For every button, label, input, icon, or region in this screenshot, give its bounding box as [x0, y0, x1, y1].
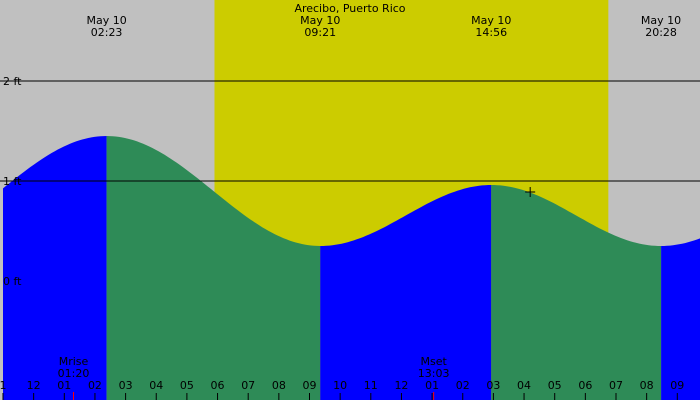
hour-tick-label: 11 [364, 379, 378, 392]
extreme-date-label: May 10 [641, 14, 681, 27]
moon-event-time: 13:03 [418, 367, 450, 380]
hour-tick-label: 07 [609, 379, 623, 392]
moon-event-label: Mrise [59, 355, 89, 368]
tide-area-layer [3, 136, 700, 400]
hour-tick-label: 08 [272, 379, 286, 392]
hour-tick-label: 02 [88, 379, 102, 392]
hour-tick-label: 01 [57, 379, 71, 392]
hour-tick-label: 09 [670, 379, 684, 392]
hour-tick-label: 1 [0, 379, 7, 392]
hour-tick-label: 07 [241, 379, 255, 392]
extreme-date-label: May 10 [86, 14, 126, 27]
rising-tide-segment [3, 136, 107, 400]
extreme-time-label: 20:28 [645, 26, 677, 39]
hour-tick-label: 12 [27, 379, 41, 392]
extreme-time-label: 02:23 [91, 26, 123, 39]
falling-tide-segment [106, 136, 321, 400]
chart-title: Arecibo, Puerto Rico [294, 2, 405, 15]
hour-tick-label: 04 [517, 379, 531, 392]
hour-tick-label: 06 [211, 379, 225, 392]
hour-tick-label: 03 [486, 379, 500, 392]
rising-tide-segment [320, 185, 492, 400]
falling-tide-segment [491, 185, 662, 400]
extreme-date-label: May 10 [300, 14, 340, 27]
hour-tick-label: 02 [456, 379, 470, 392]
hour-tick-label: 06 [578, 379, 592, 392]
hour-tick-label: 08 [640, 379, 654, 392]
y-tick-label: 0 ft [3, 275, 22, 288]
rising-tide-segment [661, 238, 700, 400]
moon-event-label: Mset [420, 355, 447, 368]
moon-event-time: 01:20 [58, 367, 90, 380]
hour-tick-label: 03 [119, 379, 133, 392]
hour-tick-label: 05 [180, 379, 194, 392]
hour-tick-label: 04 [149, 379, 163, 392]
height-gridlines [0, 80, 700, 182]
extreme-time-label: 09:21 [304, 26, 336, 39]
y-tick-label: 2 ft [3, 75, 22, 88]
hour-tick-label: 12 [394, 379, 408, 392]
extreme-date-label: May 10 [471, 14, 511, 27]
hour-tick-label: 09 [303, 379, 317, 392]
hour-tick-label: 01 [425, 379, 439, 392]
hour-tick-label: 05 [548, 379, 562, 392]
y-tick-label: 1 ft [3, 175, 22, 188]
extreme-time-label: 14:56 [475, 26, 507, 39]
hour-tick-label: 10 [333, 379, 347, 392]
